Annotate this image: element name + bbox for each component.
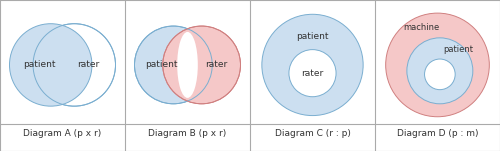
Circle shape <box>163 26 240 104</box>
Circle shape <box>407 38 473 104</box>
Circle shape <box>289 50 336 97</box>
Circle shape <box>386 13 490 117</box>
Text: Diagram D (p : m): Diagram D (p : m) <box>397 129 478 138</box>
Circle shape <box>262 14 363 116</box>
Circle shape <box>134 26 212 104</box>
Text: machine: machine <box>403 23 439 32</box>
Text: rater: rater <box>78 60 100 69</box>
Text: rater: rater <box>302 69 324 78</box>
Text: patient: patient <box>146 60 178 69</box>
Text: patient: patient <box>444 45 474 54</box>
Text: rater: rater <box>204 60 227 69</box>
Text: Diagram C (r : p): Diagram C (r : p) <box>274 129 350 138</box>
Text: Diagram A (p x r): Diagram A (p x r) <box>24 129 102 138</box>
Circle shape <box>33 24 116 106</box>
Text: patient: patient <box>22 60 55 69</box>
Text: patient: patient <box>296 32 329 41</box>
Text: Diagram B (p x r): Diagram B (p x r) <box>148 129 226 138</box>
Circle shape <box>424 59 455 90</box>
Ellipse shape <box>177 32 198 98</box>
Circle shape <box>10 24 92 106</box>
